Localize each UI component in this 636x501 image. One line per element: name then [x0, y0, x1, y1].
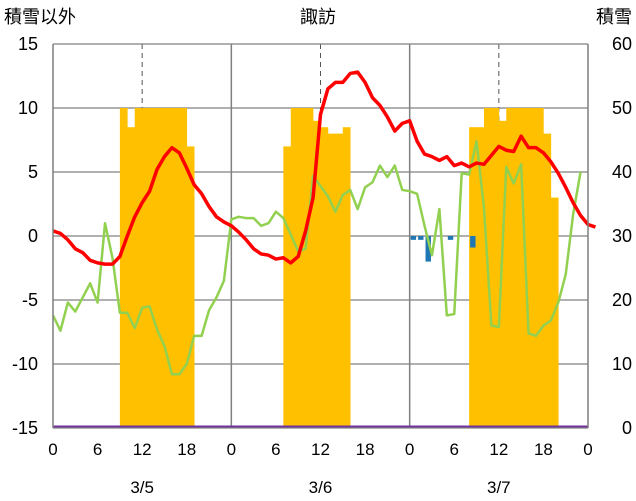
- snow-bar: [535, 108, 544, 428]
- x-tick-label: 6: [271, 440, 280, 459]
- snow-bar: [335, 133, 344, 428]
- snow-bar: [498, 120, 507, 429]
- snow-bar: [290, 108, 299, 428]
- right-tick-label: 10: [612, 354, 632, 374]
- snow-bar: [142, 108, 150, 428]
- x-tick-label: 6: [93, 440, 102, 459]
- snow-bar: [528, 108, 537, 428]
- precip-bar: [447, 236, 454, 240]
- snow-bar: [164, 108, 173, 428]
- green-line: [51, 140, 582, 376]
- precip-bar: [470, 236, 476, 248]
- snow-bar: [157, 108, 165, 428]
- snow-bar: [283, 146, 292, 428]
- left-tick-label: 15: [18, 34, 38, 54]
- snow-bar: [469, 127, 477, 428]
- right-tick-label: 30: [612, 226, 632, 246]
- snow-bar: [119, 108, 128, 428]
- x-tick-label: 12: [133, 440, 152, 459]
- left-tick-label: 10: [18, 98, 38, 118]
- snow-bar: [305, 108, 314, 428]
- snow-bar: [127, 127, 136, 428]
- snow-bar: [313, 120, 321, 429]
- snow-bar: [149, 108, 158, 428]
- x-tick-label: 0: [48, 440, 57, 459]
- axes: [52, 43, 589, 429]
- snow-bar: [327, 133, 336, 428]
- right-tick-label: 20: [612, 290, 632, 310]
- x-tick-label: 18: [356, 440, 375, 459]
- snow-bar: [506, 108, 514, 428]
- precip-bar: [425, 236, 431, 262]
- x-tick-label: 18: [177, 440, 196, 459]
- snow-bar: [179, 108, 188, 428]
- left-tick-label: -5: [22, 290, 38, 310]
- x-tick-label: 12: [489, 440, 508, 459]
- x-tick-label: 0: [583, 440, 592, 459]
- precip-bar: [410, 236, 417, 240]
- x-tick-label: 0: [405, 440, 414, 459]
- right-tick-label: 50: [612, 98, 632, 118]
- snow-bar: [171, 108, 180, 428]
- left-tick-label: 0: [28, 226, 38, 246]
- right-tick-label: 60: [612, 34, 632, 54]
- precip-bar: [418, 236, 424, 240]
- left-axis-label: 積雪以外: [4, 7, 76, 27]
- snow-bar: [476, 127, 485, 428]
- snow-bar: [513, 108, 522, 428]
- snow-depth-bars: [119, 108, 559, 429]
- left-tick-label: -15: [12, 418, 38, 438]
- snow-bar: [186, 146, 195, 428]
- x-tick-label: 6: [450, 440, 459, 459]
- right-tick-label: 40: [612, 162, 632, 182]
- precipitation-bars: [410, 236, 476, 262]
- snow-bar: [134, 108, 143, 428]
- date-label: 3/6: [309, 478, 333, 497]
- temperature-line: [52, 70, 597, 266]
- x-tick-label: 0: [227, 440, 236, 459]
- x-tick-label: 12: [311, 440, 330, 459]
- date-label: 3/5: [130, 478, 154, 497]
- snow-bar: [342, 127, 351, 428]
- left-tick-label: -10: [12, 354, 38, 374]
- right-axis-label: 積雪: [596, 7, 632, 27]
- x-tick-label: 18: [534, 440, 553, 459]
- snow-bar: [298, 108, 306, 428]
- snow-bar: [320, 127, 329, 428]
- line-series: [51, 70, 597, 429]
- snow-bar: [543, 133, 552, 428]
- chart-title: 諏訪: [300, 7, 336, 27]
- left-tick-label: 5: [28, 162, 38, 182]
- snow-bar: [491, 108, 500, 428]
- right-tick-label: 0: [622, 418, 632, 438]
- date-label: 3/7: [487, 478, 511, 497]
